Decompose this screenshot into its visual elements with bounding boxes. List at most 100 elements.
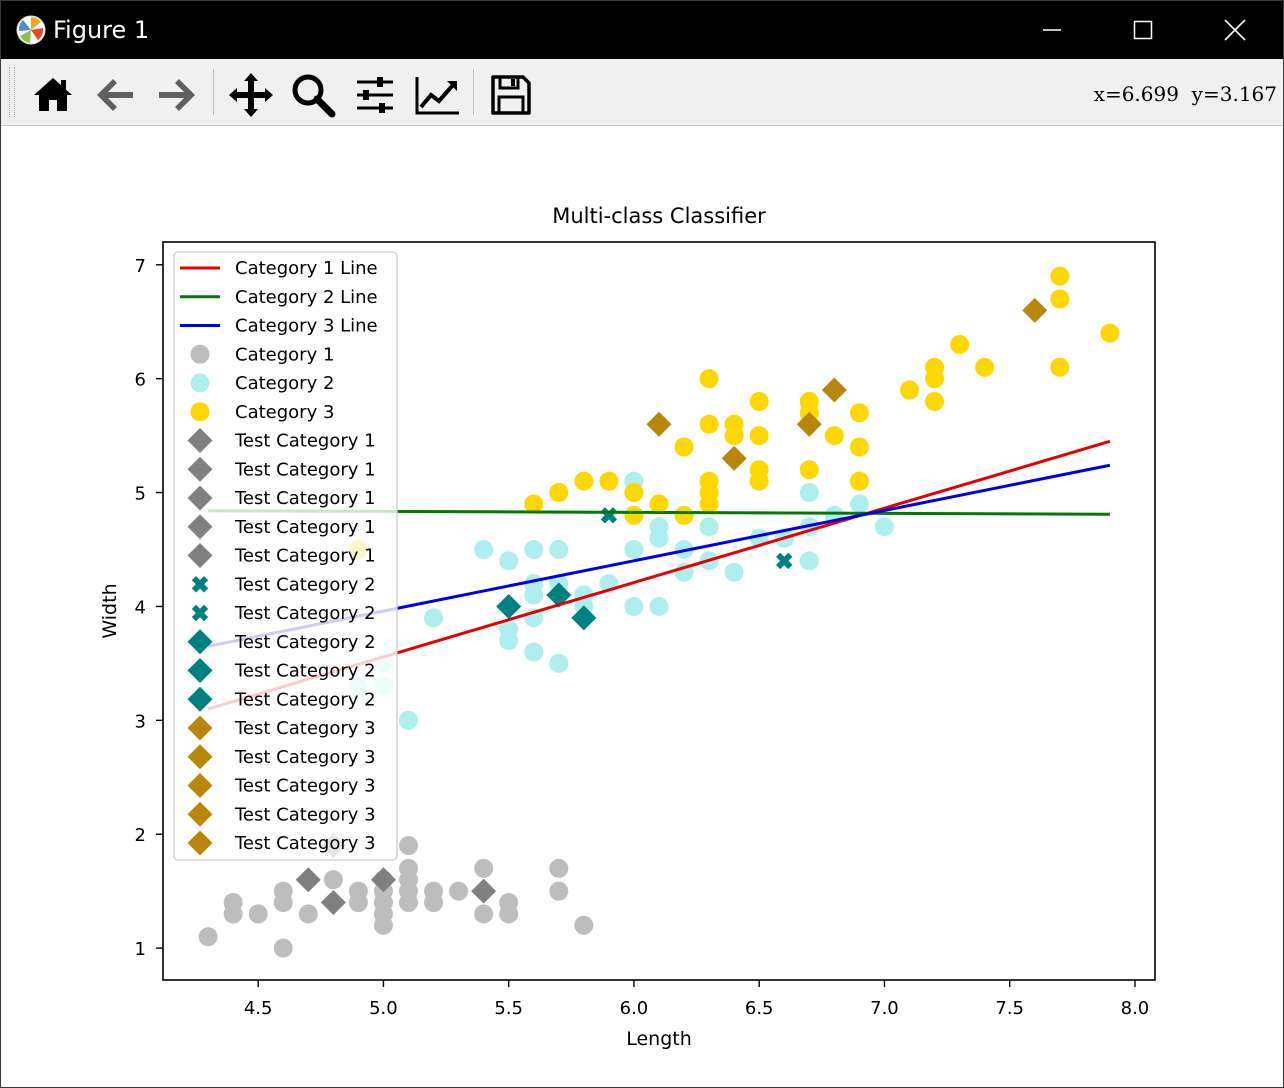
data-point-category-2 [424, 608, 444, 628]
legend-marker-swatch [187, 658, 213, 683]
configure-subplots-button[interactable] [347, 67, 403, 123]
zoom-button[interactable] [285, 67, 341, 123]
x-tick-label: 8.0 [1121, 998, 1150, 1019]
line-chart-icon [415, 77, 459, 115]
data-point-category-3 [524, 494, 544, 514]
data-point-category-3 [950, 335, 970, 354]
legend-marker-swatch [187, 773, 213, 798]
test-point-test-category-1 [295, 867, 321, 893]
legend-entry-label: Category 1 [235, 344, 334, 365]
data-point-category-1 [549, 858, 569, 878]
legend: Category 1 Line Category 2 Line Category 3… [173, 251, 398, 861]
legend-entry-label: Test Category 1 [234, 546, 376, 567]
legend-entry-label: Category 2 [235, 373, 334, 394]
edit-axes-button[interactable] [409, 67, 465, 123]
data-point-category-2 [799, 551, 819, 571]
test-point-test-category-2 [546, 582, 572, 608]
test-point-test-category-2 [600, 507, 618, 524]
legend-marker-swatch [187, 543, 213, 568]
x-tick-label: 6.5 [745, 998, 774, 1019]
cursor-coordinates: x=6.699 y=3.167 [1093, 82, 1277, 106]
toolbar-separator [473, 69, 474, 115]
pan-button[interactable] [223, 67, 279, 123]
x-tick-label: 4.5 [244, 998, 273, 1019]
data-point-category-3 [824, 426, 844, 446]
data-point-category-1 [474, 904, 494, 924]
data-point-category-3 [925, 391, 945, 411]
back-arrow-icon [97, 79, 133, 111]
data-point-category-3 [849, 403, 869, 423]
legend-marker-swatch [187, 801, 213, 827]
forward-arrow-icon [159, 79, 195, 111]
legend-entry-label: Test Category 3 [234, 718, 376, 739]
data-point-category-3 [749, 391, 769, 411]
back-button[interactable] [87, 67, 143, 123]
data-point-category-1 [323, 870, 343, 890]
save-button[interactable] [483, 67, 539, 123]
legend-entry-label: Test Category 1 [234, 488, 376, 509]
data-point-category-2 [649, 528, 669, 548]
data-point-category-2 [524, 585, 544, 605]
legend-marker-swatch [190, 373, 210, 393]
toolbar-grip[interactable] [9, 67, 15, 117]
data-point-category-3 [749, 471, 769, 491]
data-point-category-1 [424, 893, 444, 913]
data-point-category-3 [849, 471, 869, 491]
data-point-category-2 [549, 653, 569, 673]
y-tick-label: 7 [135, 256, 146, 277]
minimize-button[interactable] [1006, 1, 1098, 59]
legend-marker-swatch [187, 485, 213, 511]
data-point-category-3 [699, 369, 719, 389]
data-point-category-1 [574, 915, 594, 935]
legend-marker-swatch [187, 428, 213, 453]
legend-box [173, 251, 398, 861]
test-point-test-category-2 [496, 593, 522, 619]
legend-entry-label: Test Category 3 [234, 833, 376, 854]
chart-title: Multi-class Classifier [552, 204, 766, 228]
legend-entry-label: Test Category 2 [234, 603, 376, 624]
data-point-category-3 [624, 505, 644, 525]
test-point-test-category-2 [571, 605, 597, 631]
legend-entry-label: Test Category 2 [234, 574, 376, 595]
x-tick-label: 7.0 [870, 998, 899, 1019]
data-point-category-2 [874, 517, 894, 537]
data-point-category-2 [624, 540, 644, 559]
legend-entry-label: Test Category 3 [234, 804, 376, 825]
data-point-category-2 [499, 631, 519, 651]
legend-entry-label: Category 1 Line [235, 258, 378, 279]
data-point-category-2 [524, 642, 544, 662]
data-point-category-1 [223, 904, 243, 924]
data-point-category-1 [474, 858, 494, 878]
data-point-category-3 [674, 437, 694, 457]
data-point-category-3 [549, 483, 569, 503]
home-button[interactable] [25, 67, 81, 123]
figure-canvas[interactable]: Multi-class Classifier 4.5 5.0 5.5 6.0 6.5 7.0… [1, 126, 1283, 1086]
data-point-category-2 [649, 596, 669, 616]
data-point-category-3 [699, 494, 719, 514]
data-point-category-1 [398, 893, 418, 913]
legend-entry-label: Test Category 3 [234, 776, 376, 797]
test-point-test-category-3 [796, 411, 822, 437]
close-button[interactable] [1189, 1, 1281, 59]
legend-marker-swatch [187, 830, 213, 856]
title-bar: Figure 1 [1, 1, 1283, 59]
legend-entry-label: Test Category 1 [234, 459, 376, 480]
legend-marker-swatch [187, 686, 213, 712]
data-point-category-2 [549, 540, 569, 559]
test-point-test-category-2 [776, 552, 793, 570]
data-point-category-1 [198, 927, 218, 947]
data-point-category-1 [273, 938, 293, 958]
test-point-test-category-3 [721, 445, 747, 471]
legend-marker-swatch [187, 715, 213, 741]
y-tick-label: 4 [135, 597, 146, 618]
data-point-category-1 [398, 836, 418, 856]
forward-button[interactable] [149, 67, 205, 123]
legend-entry-label: Test Category 1 [234, 517, 376, 538]
data-point-category-1 [273, 881, 293, 901]
data-point-category-3 [1050, 289, 1070, 309]
data-point-category-3 [900, 380, 920, 400]
data-point-category-3 [749, 426, 769, 446]
maximize-button[interactable] [1097, 1, 1189, 59]
data-point-category-3 [925, 369, 945, 389]
